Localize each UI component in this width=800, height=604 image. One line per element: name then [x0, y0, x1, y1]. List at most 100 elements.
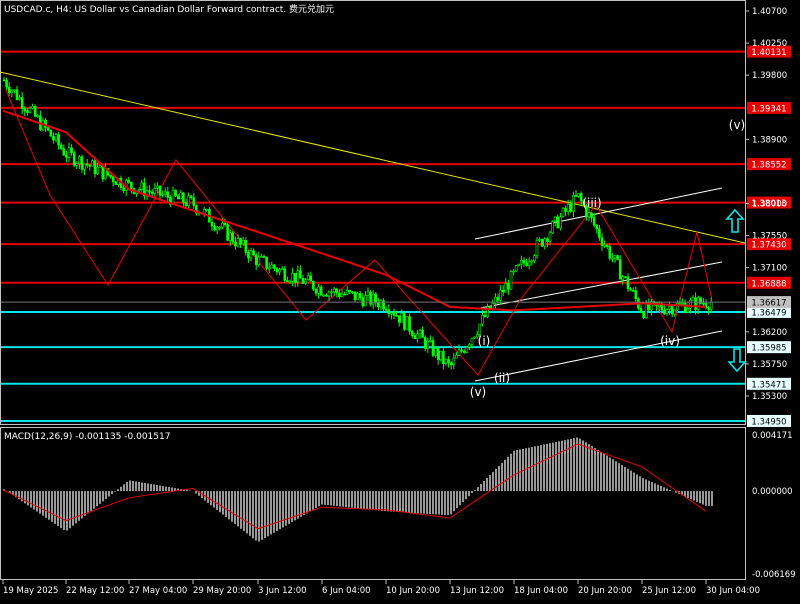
candle — [507, 279, 510, 295]
candle — [33, 104, 37, 118]
candle — [13, 89, 16, 94]
candle — [249, 247, 253, 262]
x-tick-label: 27 May 04:00 — [129, 586, 187, 596]
candle — [356, 291, 359, 301]
candle — [423, 335, 427, 352]
candle — [296, 265, 300, 287]
channel-upper-line — [474, 187, 723, 240]
resistance-price-label: 1.40131 — [751, 48, 786, 58]
candle — [546, 237, 549, 248]
candle — [234, 236, 237, 250]
candle — [481, 309, 484, 327]
candle — [319, 285, 323, 296]
candle — [384, 306, 388, 312]
candle — [403, 312, 406, 331]
candle — [215, 225, 219, 235]
candle — [556, 214, 560, 229]
candle — [205, 208, 209, 212]
candle — [309, 271, 313, 282]
candle — [304, 277, 307, 286]
candle — [390, 311, 393, 320]
candle — [288, 279, 292, 284]
candle — [257, 251, 261, 268]
x-tick-label: 18 Jun 04:00 — [514, 586, 568, 596]
candle — [364, 291, 367, 307]
candle — [704, 299, 708, 310]
current-price-tag — [747, 296, 791, 309]
candle — [228, 229, 232, 246]
y-tick-label: 1.35300 — [752, 392, 787, 402]
x-tick-label: 10 Jun 20:00 — [386, 586, 440, 596]
candle — [691, 295, 695, 301]
candle — [447, 356, 450, 368]
candle — [301, 274, 305, 284]
candle — [330, 288, 333, 298]
candle — [127, 176, 131, 184]
resistance-price-label: 1.37430 — [751, 241, 786, 251]
up-arrow-icon — [725, 208, 745, 233]
candle — [340, 289, 344, 298]
candle — [579, 191, 583, 206]
candle — [436, 346, 440, 365]
channel-lower-line — [474, 330, 723, 382]
candle — [273, 264, 276, 272]
candle — [577, 193, 580, 199]
current-price-label: 1.36617 — [751, 299, 786, 309]
candle — [629, 287, 632, 291]
candle — [665, 308, 669, 316]
y-tick-label: 1.37100 — [752, 264, 787, 274]
candle — [174, 189, 177, 198]
candle — [631, 287, 635, 292]
x-tick-label: 25 Jun 12:00 — [642, 586, 696, 596]
candle — [418, 328, 422, 339]
candle — [88, 164, 92, 171]
candle — [338, 289, 341, 300]
candle — [707, 306, 710, 315]
candle — [57, 132, 60, 150]
candle — [535, 237, 539, 259]
candle — [449, 361, 453, 370]
candle — [410, 329, 414, 339]
candle — [49, 129, 53, 137]
candle — [551, 220, 554, 234]
candle — [247, 250, 250, 263]
candle — [20, 92, 24, 115]
candle — [265, 256, 268, 271]
candle — [548, 230, 552, 246]
resistance-price-label: 1.38552 — [751, 161, 786, 171]
candle — [286, 276, 289, 282]
candle — [499, 285, 502, 305]
macd-title: MACD(12,26,9) -0.001135 -0.001517 — [4, 432, 170, 442]
candle — [559, 213, 562, 231]
candle — [553, 216, 557, 227]
candle — [642, 311, 645, 320]
candle — [538, 237, 541, 242]
candle — [514, 264, 518, 273]
candle — [426, 337, 430, 353]
candle — [325, 293, 328, 297]
candle — [244, 237, 248, 256]
candle — [169, 195, 172, 207]
chart-title: USDCAD.c, H4: US Dollar vs Canadian Doll… — [4, 3, 334, 15]
candle — [624, 276, 627, 279]
candle — [483, 311, 487, 318]
candle — [501, 285, 505, 297]
resistance-price-tag — [747, 45, 791, 58]
candle — [442, 346, 445, 370]
candle — [574, 189, 578, 198]
candle — [236, 234, 240, 248]
wave-label: (ii) — [494, 371, 510, 385]
macd-panel-frame — [0, 427, 746, 580]
candle — [460, 347, 463, 354]
candle — [621, 275, 625, 285]
candle — [452, 353, 456, 370]
candle — [130, 181, 133, 194]
candle — [605, 243, 609, 250]
candle — [192, 192, 196, 209]
candle — [564, 205, 567, 216]
candle — [603, 240, 606, 248]
y-tick-label: 1.40250 — [752, 39, 787, 49]
y-tick-label: 1.36200 — [752, 328, 787, 338]
